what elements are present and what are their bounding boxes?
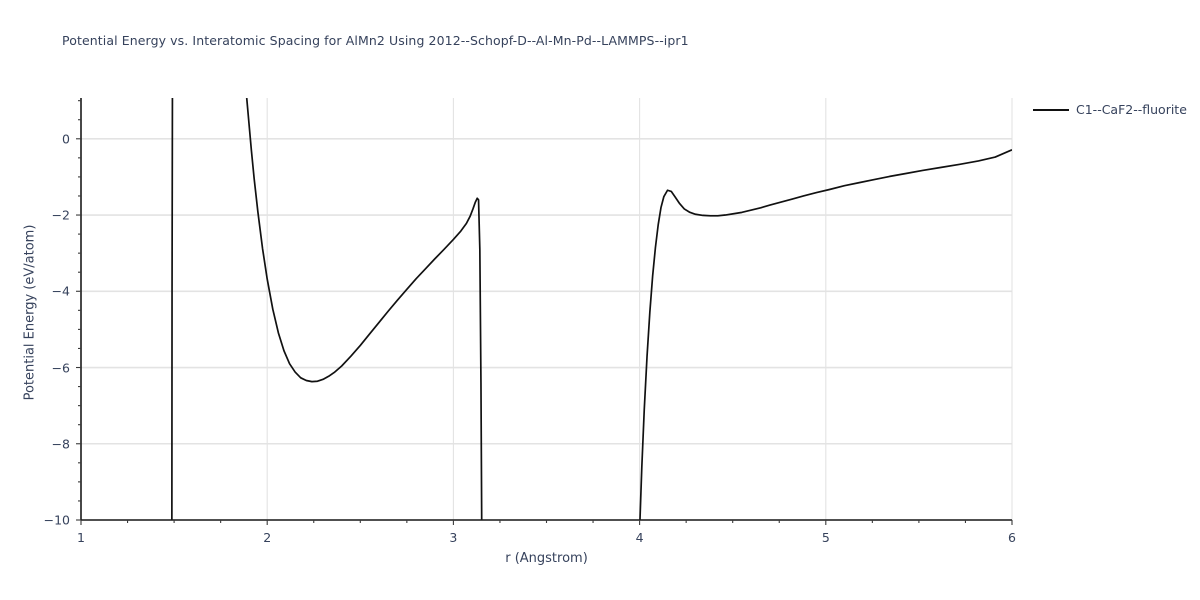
y-tick-label: −2 (51, 207, 70, 223)
chart-title: Potential Energy vs. Interatomic Spacing… (62, 33, 689, 48)
x-tick-label: 4 (635, 530, 644, 545)
legend-line-icon (1033, 108, 1069, 111)
series-line (245, 98, 483, 520)
series-line (171, 98, 174, 520)
series-line (639, 149, 1012, 520)
x-axis-label: r (Angstrom) (505, 551, 588, 566)
x-tick-label: 3 (449, 530, 458, 545)
y-tick-label: −8 (51, 436, 70, 452)
x-tick-label: 1 (77, 530, 85, 545)
y-tick-label: −6 (51, 360, 70, 376)
chart-legend: C1--CaF2--fluorite (1033, 102, 1187, 117)
legend-entry-label: C1--CaF2--fluorite (1076, 102, 1187, 117)
x-tick-label: 5 (821, 530, 830, 545)
y-tick-label: −4 (51, 283, 70, 299)
x-tick-label: 2 (263, 530, 272, 545)
x-tick-label: 6 (1008, 530, 1016, 545)
y-tick-label: −10 (43, 512, 70, 528)
y-tick-label: 0 (62, 131, 70, 147)
